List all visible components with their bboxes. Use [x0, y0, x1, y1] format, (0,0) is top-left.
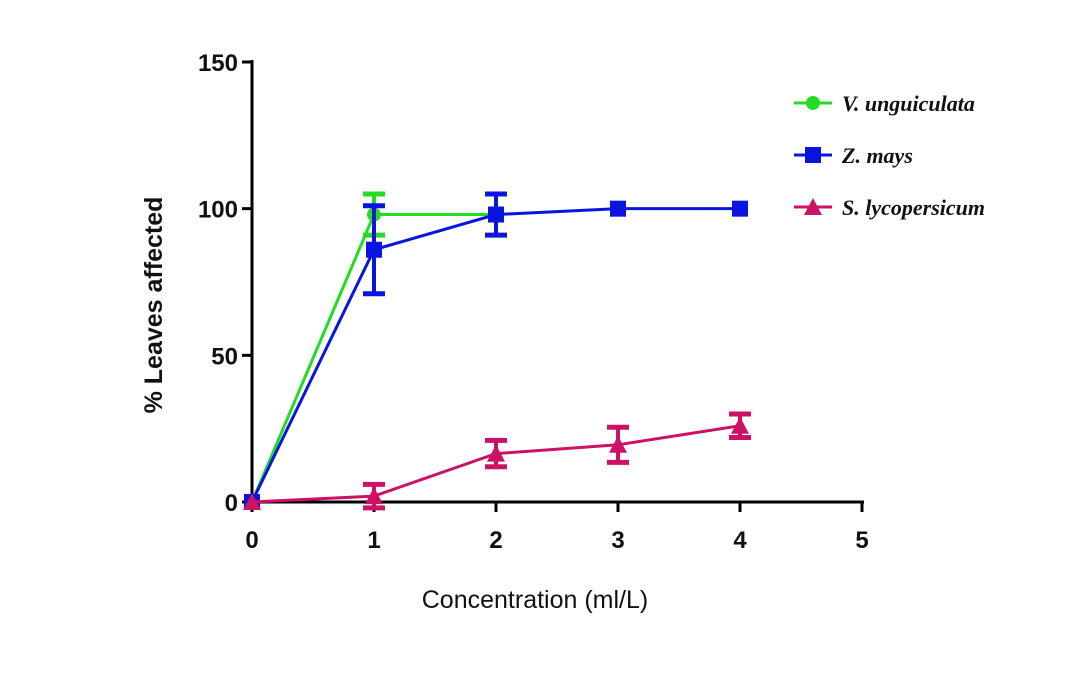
y-axis-label: % Leaves affected — [140, 197, 168, 414]
y-tick-label: 50 — [211, 343, 238, 370]
legend: V. unguiculata Z. mays S. lycopersicum — [794, 91, 985, 220]
x-axis-label: Concentration (ml/L) — [422, 586, 648, 614]
data-point — [366, 241, 382, 258]
legend-item: V. unguiculata — [794, 91, 975, 116]
x-tick-label: 0 — [245, 527, 258, 554]
data-point — [731, 416, 749, 434]
x-tick-label: 2 — [489, 527, 502, 554]
legend-label: V. unguiculata — [842, 91, 975, 116]
legend-marker — [805, 147, 821, 163]
legend-marker — [804, 198, 822, 215]
legend-item: S. lycopersicum — [794, 195, 985, 220]
data-point — [610, 200, 626, 217]
legend-item: Z. mays — [794, 143, 913, 168]
x-tick-label: 5 — [855, 527, 868, 554]
data-point — [609, 435, 627, 453]
y-tick-label: 100 — [198, 197, 238, 224]
series-2 — [244, 191, 748, 510]
data-point — [243, 493, 261, 510]
x-tick-label: 3 — [611, 527, 624, 554]
legend-label: S. lycopersicum — [842, 195, 985, 220]
x-tick-label: 1 — [367, 527, 380, 554]
data-point — [488, 206, 504, 223]
series-3 — [243, 411, 751, 511]
legend-marker — [806, 96, 820, 110]
data-point — [487, 444, 505, 462]
series-group — [243, 191, 751, 511]
legend-label: Z. mays — [841, 143, 913, 168]
data-point — [732, 200, 748, 217]
y-tick-label: 0 — [225, 490, 238, 517]
x-tick-label: 4 — [733, 527, 747, 554]
y-tick-label: 150 — [198, 50, 238, 77]
data-point — [365, 487, 383, 505]
